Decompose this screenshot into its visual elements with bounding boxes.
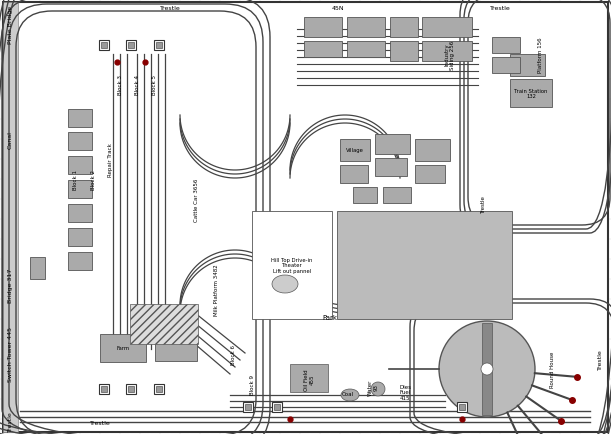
Text: Farm: Farm	[117, 346, 130, 351]
Bar	[68, 253, 92, 270]
Bar	[156, 386, 162, 392]
Circle shape	[481, 363, 493, 375]
Text: Park: Park	[323, 314, 337, 320]
Bar	[290, 364, 328, 392]
Bar	[68, 228, 92, 247]
Text: Bridge 317: Bridge 317	[7, 268, 12, 302]
Text: Block 1: Block 1	[73, 170, 78, 190]
Text: Industry
Siding 256: Industry Siding 256	[445, 40, 455, 69]
Bar	[492, 58, 520, 74]
Bar	[30, 257, 45, 279]
Text: Round House: Round House	[549, 351, 555, 387]
Bar	[510, 80, 552, 108]
Bar	[101, 43, 107, 49]
Bar	[340, 166, 368, 184]
Bar	[154, 384, 164, 394]
Bar	[390, 42, 418, 62]
Bar	[375, 159, 407, 177]
Bar	[128, 386, 134, 392]
Bar	[126, 41, 136, 51]
Bar	[340, 140, 370, 161]
Text: Cattle Car 3656: Cattle Car 3656	[194, 178, 199, 221]
Bar	[130, 304, 198, 344]
Text: Train Station
132: Train Station 132	[514, 89, 547, 99]
Bar	[68, 204, 92, 223]
Bar	[415, 140, 450, 161]
Text: Milk Platform 3482: Milk Platform 3482	[213, 263, 219, 315]
Bar	[100, 334, 146, 362]
Bar	[154, 41, 164, 51]
Bar	[3, 3, 18, 432]
Ellipse shape	[371, 382, 385, 396]
Bar	[68, 157, 92, 174]
Text: Trestle: Trestle	[159, 6, 180, 10]
Text: Trestle: Trestle	[598, 349, 602, 369]
Text: Block 4: Block 4	[134, 75, 139, 95]
Text: Village: Village	[346, 148, 364, 153]
Text: Hill Top Drive-in
Theater
Lift out pannel: Hill Top Drive-in Theater Lift out panne…	[271, 257, 313, 274]
Text: Block 3: Block 3	[117, 75, 122, 95]
Text: Block 6: Block 6	[230, 344, 235, 364]
Text: Platform 156: Platform 156	[538, 37, 543, 72]
Text: Trestle: Trestle	[489, 6, 510, 10]
Text: Oil Field
455: Oil Field 455	[304, 368, 315, 390]
Bar	[68, 133, 92, 151]
Bar	[347, 42, 385, 58]
Bar	[390, 18, 418, 38]
Bar	[101, 386, 107, 392]
Ellipse shape	[272, 275, 298, 293]
Bar	[375, 135, 410, 155]
Bar	[68, 181, 92, 198]
Bar	[304, 42, 342, 58]
Bar	[68, 110, 92, 128]
Text: Switch Tower 445: Switch Tower 445	[7, 327, 12, 381]
Bar	[128, 43, 134, 49]
Bar	[337, 211, 512, 319]
Bar	[126, 384, 136, 394]
Ellipse shape	[341, 389, 359, 401]
Bar	[383, 187, 411, 204]
Bar	[272, 402, 282, 412]
Text: Repair Track: Repair Track	[108, 143, 112, 177]
Bar	[245, 404, 251, 410]
Bar	[155, 339, 197, 361]
Bar	[353, 187, 377, 204]
Bar	[243, 402, 253, 412]
Text: Trestle: Trestle	[7, 411, 12, 431]
Bar	[99, 384, 109, 394]
Bar	[482, 323, 492, 415]
Bar	[347, 18, 385, 38]
Bar	[304, 18, 342, 38]
Text: Trestle: Trestle	[90, 421, 111, 425]
Bar	[252, 211, 332, 319]
Text: Block 5: Block 5	[152, 75, 156, 95]
Text: Canal: Canal	[7, 131, 12, 148]
Bar	[492, 38, 520, 54]
Bar	[99, 41, 109, 51]
Bar	[422, 18, 472, 38]
Text: Water
93: Water 93	[368, 379, 378, 395]
Text: 45N: 45N	[332, 6, 345, 10]
Bar	[457, 402, 467, 412]
Text: Dies
Fuel
415: Dies Fuel 415	[399, 384, 411, 401]
Circle shape	[439, 321, 535, 417]
Bar	[422, 42, 472, 62]
Bar	[510, 55, 545, 77]
Text: Block 2: Block 2	[90, 170, 95, 190]
Text: Plate Bridge: Plate Bridge	[7, 6, 12, 44]
Bar	[156, 43, 162, 49]
Text: Coal: Coal	[342, 391, 354, 397]
Bar	[415, 166, 445, 184]
Text: Block 9: Block 9	[249, 374, 255, 394]
Bar	[274, 404, 280, 410]
Text: Trestle: Trestle	[481, 196, 486, 214]
Bar	[459, 404, 465, 410]
